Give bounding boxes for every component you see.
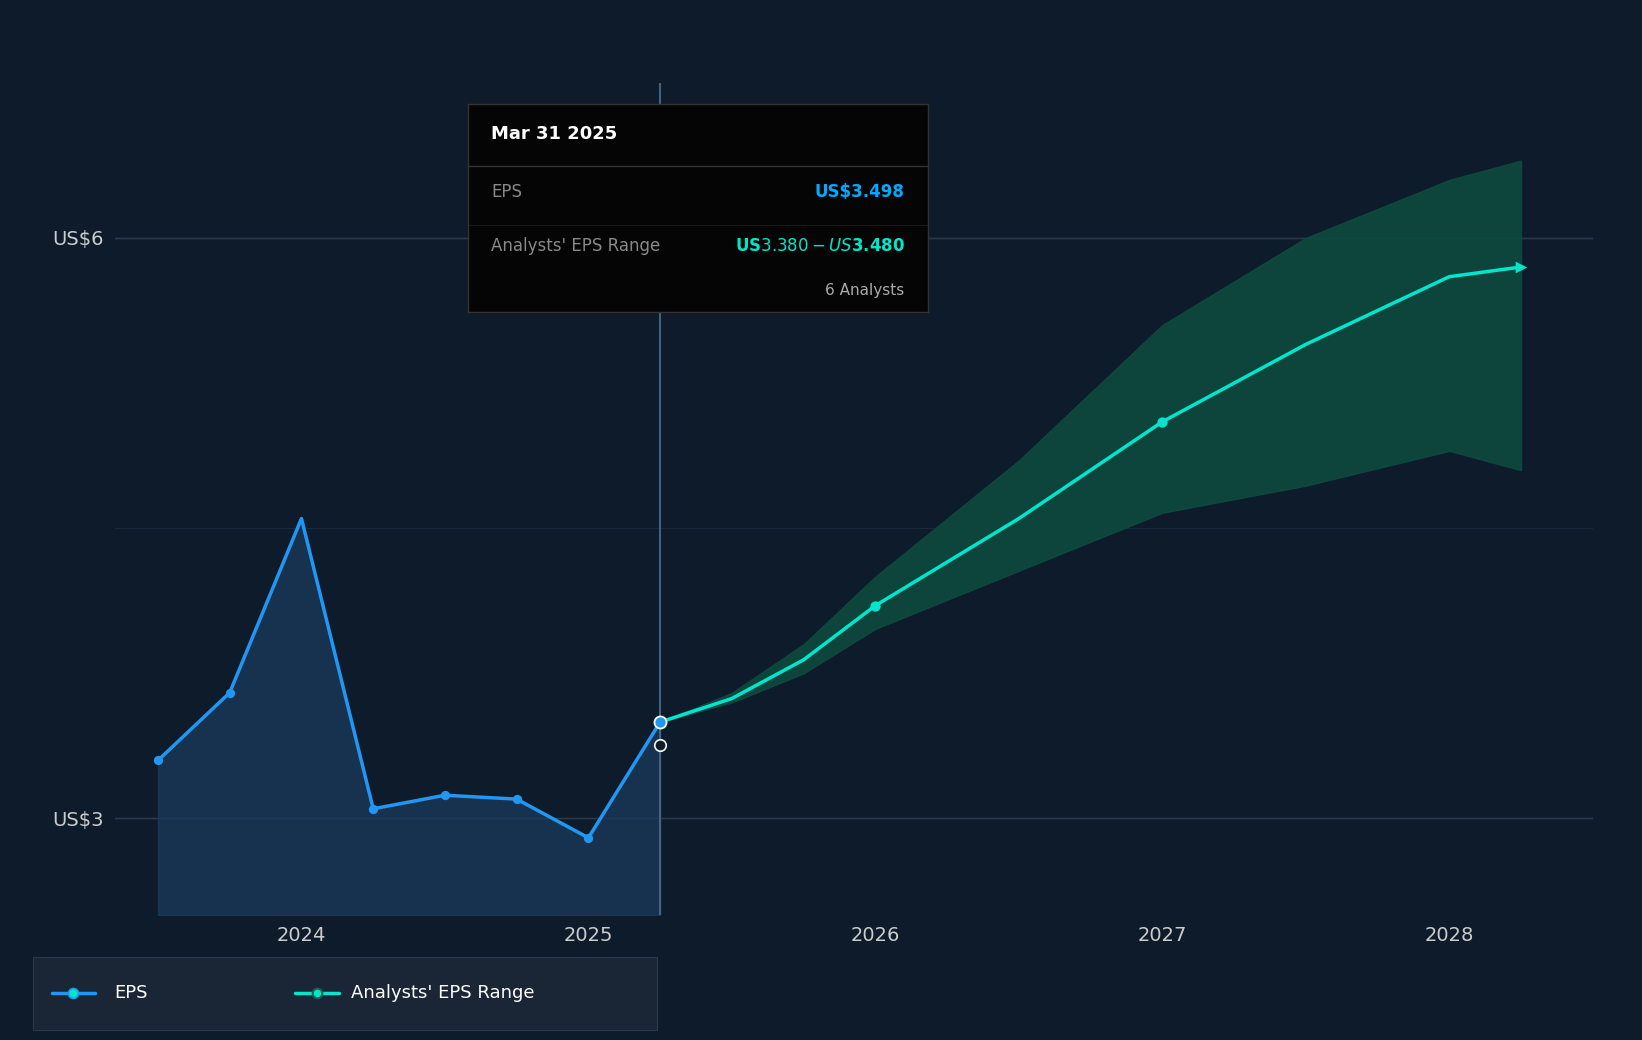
Text: Analysts Forecasts: Analysts Forecasts: [675, 146, 842, 163]
Text: Actual: Actual: [588, 146, 652, 163]
Point: [360, 801, 386, 817]
Point: [862, 597, 888, 614]
Text: 6 Analysts: 6 Analysts: [826, 283, 905, 297]
Point: [575, 830, 601, 847]
Text: US$3.380 - US$3.480: US$3.380 - US$3.480: [734, 237, 905, 255]
Point: [647, 713, 673, 730]
Point: [304, 985, 330, 1002]
Text: Analysts' EPS Range: Analysts' EPS Range: [351, 984, 535, 1003]
Point: [647, 713, 673, 730]
Point: [647, 736, 673, 753]
Point: [217, 684, 243, 701]
Point: [61, 985, 87, 1002]
Text: EPS: EPS: [491, 183, 522, 201]
Point: [304, 985, 330, 1002]
Text: US$3.498: US$3.498: [814, 183, 905, 201]
Point: [432, 787, 458, 804]
Point: [647, 736, 673, 753]
Point: [61, 985, 87, 1002]
Point: [1149, 414, 1176, 431]
Text: Mar 31 2025: Mar 31 2025: [491, 125, 617, 142]
Point: [504, 790, 530, 807]
Text: Analysts' EPS Range: Analysts' EPS Range: [491, 237, 660, 255]
Point: [144, 752, 171, 769]
Point: [1507, 259, 1534, 276]
Text: EPS: EPS: [113, 984, 148, 1003]
